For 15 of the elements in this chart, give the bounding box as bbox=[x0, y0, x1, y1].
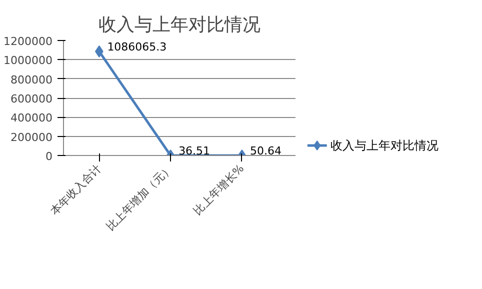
chart-title: 收入与上年对比情况 bbox=[98, 14, 260, 36]
y-tick-label: 1200000 bbox=[4, 35, 53, 48]
y-tick-label: 0 bbox=[46, 150, 52, 163]
data-label: 1086065.3 bbox=[107, 40, 167, 54]
x-tick-label: 本年收入合计 bbox=[48, 162, 104, 218]
y-tick-label: 600000 bbox=[10, 92, 53, 106]
x-tick-label: 比上年增加（元） bbox=[104, 162, 176, 234]
y-tick-label: 1000000 bbox=[4, 54, 53, 68]
y-tick-label: 400000 bbox=[10, 112, 53, 125]
x-tick-label: 比上年增长% bbox=[191, 162, 247, 218]
y-tick-label: 200000 bbox=[10, 130, 53, 144]
legend-label: 收入与上年对比情况 bbox=[330, 138, 439, 152]
data-label: 50.64 bbox=[250, 144, 282, 158]
y-tick-label: 800000 bbox=[10, 73, 53, 86]
data-label: 36.51 bbox=[178, 144, 210, 158]
